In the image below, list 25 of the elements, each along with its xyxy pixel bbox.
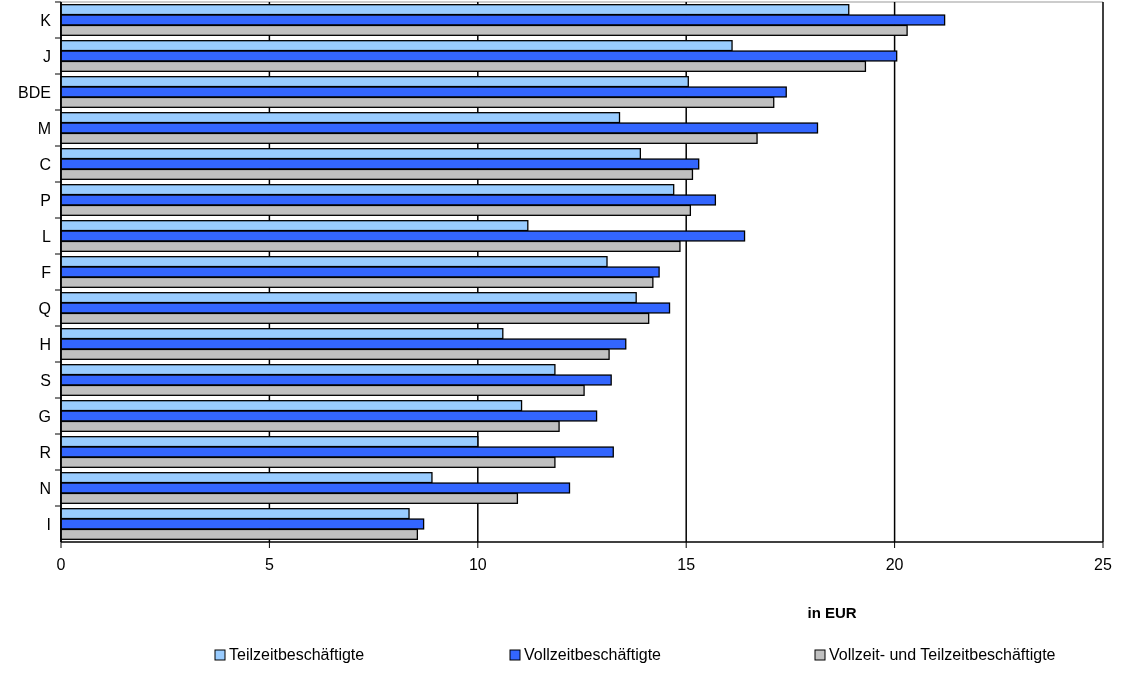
y-tick-label: BDE	[18, 84, 51, 101]
legend-label: Teilzeitbeschäftigte	[229, 646, 365, 663]
x-tick-label: 10	[468, 556, 487, 573]
x-tick-label: 5	[264, 556, 274, 573]
y-tick-label: Q	[38, 300, 51, 317]
y-tick-label: L	[42, 228, 52, 245]
legend-label: Vollzeit- und Teilzeitbeschäftigte	[829, 646, 1056, 663]
legend-label: Vollzeitbeschäftigte	[524, 646, 662, 663]
y-tick-label: G	[38, 408, 51, 425]
x-axis-title: in EUR	[807, 604, 857, 621]
y-tick-label: F	[41, 264, 52, 281]
y-tick-label: K	[40, 12, 52, 29]
x-tick-label: 15	[677, 556, 696, 573]
y-tick-label: H	[39, 336, 51, 353]
y-tick-label: J	[43, 48, 51, 65]
y-tick-label: M	[37, 120, 51, 137]
y-tick-label: N	[39, 480, 51, 497]
y-tick-label: P	[40, 192, 51, 209]
y-tick-label: S	[40, 372, 51, 389]
x-tick-label: 20	[885, 556, 904, 573]
x-tick-label: 25	[1094, 556, 1112, 573]
y-tick-label: R	[39, 444, 51, 461]
y-tick-label: I	[46, 516, 51, 533]
x-tick-label: 0	[56, 556, 66, 573]
y-tick-label: C	[39, 156, 51, 173]
